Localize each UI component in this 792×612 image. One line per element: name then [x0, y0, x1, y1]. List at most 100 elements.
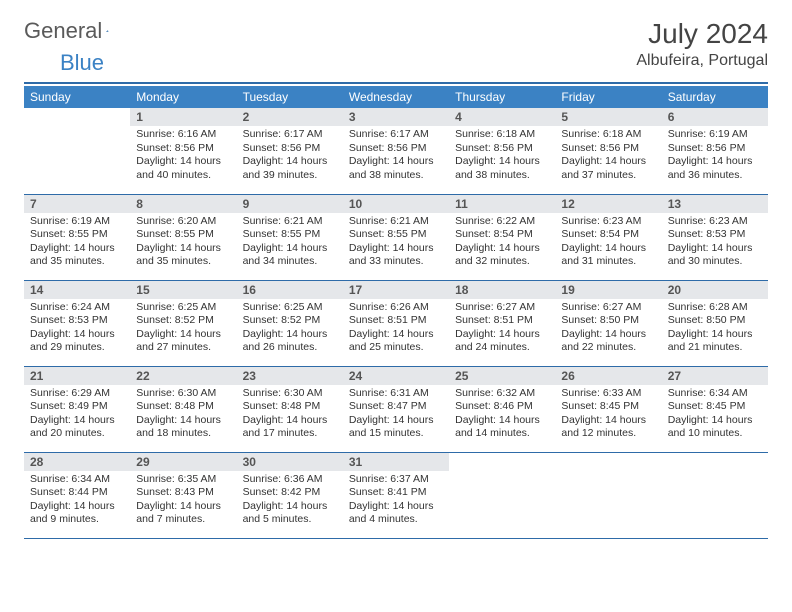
- calendar-day-cell: 24Sunrise: 6:31 AMSunset: 8:47 PMDayligh…: [343, 366, 449, 452]
- header-rule: [24, 82, 768, 84]
- calendar-day-cell: [449, 452, 555, 538]
- calendar-day-cell: 11Sunrise: 6:22 AMSunset: 8:54 PMDayligh…: [449, 194, 555, 280]
- calendar-day-cell: 17Sunrise: 6:26 AMSunset: 8:51 PMDayligh…: [343, 280, 449, 366]
- calendar-day-cell: 29Sunrise: 6:35 AMSunset: 8:43 PMDayligh…: [130, 452, 236, 538]
- day-number: [449, 453, 555, 471]
- day-number: 27: [662, 367, 768, 385]
- day-number: 1: [130, 108, 236, 126]
- weekday-header: Friday: [555, 86, 661, 108]
- day-number: 15: [130, 281, 236, 299]
- calendar-day-cell: 9Sunrise: 6:21 AMSunset: 8:55 PMDaylight…: [237, 194, 343, 280]
- day-number: 19: [555, 281, 661, 299]
- day-details: Sunrise: 6:22 AMSunset: 8:54 PMDaylight:…: [449, 213, 555, 274]
- weekday-header: Thursday: [449, 86, 555, 108]
- day-details: Sunrise: 6:24 AMSunset: 8:53 PMDaylight:…: [24, 299, 130, 360]
- calendar-week-row: 14Sunrise: 6:24 AMSunset: 8:53 PMDayligh…: [24, 280, 768, 366]
- calendar-week-row: 1Sunrise: 6:16 AMSunset: 8:56 PMDaylight…: [24, 108, 768, 194]
- location-subtitle: Albufeira, Portugal: [636, 52, 768, 70]
- day-details: Sunrise: 6:18 AMSunset: 8:56 PMDaylight:…: [555, 126, 661, 187]
- day-number: 10: [343, 195, 449, 213]
- calendar-body: 1Sunrise: 6:16 AMSunset: 8:56 PMDaylight…: [24, 108, 768, 538]
- day-details: Sunrise: 6:18 AMSunset: 8:56 PMDaylight:…: [449, 126, 555, 187]
- day-details: Sunrise: 6:17 AMSunset: 8:56 PMDaylight:…: [343, 126, 449, 187]
- day-details: Sunrise: 6:27 AMSunset: 8:51 PMDaylight:…: [449, 299, 555, 360]
- calendar-day-cell: [555, 452, 661, 538]
- day-number: 28: [24, 453, 130, 471]
- calendar-day-cell: 19Sunrise: 6:27 AMSunset: 8:50 PMDayligh…: [555, 280, 661, 366]
- calendar-day-cell: 30Sunrise: 6:36 AMSunset: 8:42 PMDayligh…: [237, 452, 343, 538]
- day-details: Sunrise: 6:31 AMSunset: 8:47 PMDaylight:…: [343, 385, 449, 446]
- calendar-day-cell: 4Sunrise: 6:18 AMSunset: 8:56 PMDaylight…: [449, 108, 555, 194]
- calendar-day-cell: 18Sunrise: 6:27 AMSunset: 8:51 PMDayligh…: [449, 280, 555, 366]
- weekday-header-row: Sunday Monday Tuesday Wednesday Thursday…: [24, 86, 768, 108]
- day-number: 31: [343, 453, 449, 471]
- day-details: Sunrise: 6:25 AMSunset: 8:52 PMDaylight:…: [130, 299, 236, 360]
- day-number: 17: [343, 281, 449, 299]
- day-details: Sunrise: 6:30 AMSunset: 8:48 PMDaylight:…: [237, 385, 343, 446]
- weekday-header: Sunday: [24, 86, 130, 108]
- day-number: 6: [662, 108, 768, 126]
- calendar-day-cell: 13Sunrise: 6:23 AMSunset: 8:53 PMDayligh…: [662, 194, 768, 280]
- calendar-day-cell: 5Sunrise: 6:18 AMSunset: 8:56 PMDaylight…: [555, 108, 661, 194]
- logo-text-1: General: [24, 18, 102, 44]
- day-number: 13: [662, 195, 768, 213]
- day-details: Sunrise: 6:30 AMSunset: 8:48 PMDaylight:…: [130, 385, 236, 446]
- calendar-day-cell: 23Sunrise: 6:30 AMSunset: 8:48 PMDayligh…: [237, 366, 343, 452]
- day-number: 2: [237, 108, 343, 126]
- day-number: 4: [449, 108, 555, 126]
- calendar-day-cell: 25Sunrise: 6:32 AMSunset: 8:46 PMDayligh…: [449, 366, 555, 452]
- calendar-day-cell: 15Sunrise: 6:25 AMSunset: 8:52 PMDayligh…: [130, 280, 236, 366]
- day-details: Sunrise: 6:23 AMSunset: 8:54 PMDaylight:…: [555, 213, 661, 274]
- day-details: Sunrise: 6:19 AMSunset: 8:55 PMDaylight:…: [24, 213, 130, 274]
- calendar-day-cell: 22Sunrise: 6:30 AMSunset: 8:48 PMDayligh…: [130, 366, 236, 452]
- day-details: Sunrise: 6:25 AMSunset: 8:52 PMDaylight:…: [237, 299, 343, 360]
- day-details: Sunrise: 6:27 AMSunset: 8:50 PMDaylight:…: [555, 299, 661, 360]
- calendar-day-cell: 26Sunrise: 6:33 AMSunset: 8:45 PMDayligh…: [555, 366, 661, 452]
- day-number: 3: [343, 108, 449, 126]
- day-number: 14: [24, 281, 130, 299]
- day-number: 25: [449, 367, 555, 385]
- day-details: Sunrise: 6:17 AMSunset: 8:56 PMDaylight:…: [237, 126, 343, 187]
- calendar-day-cell: 8Sunrise: 6:20 AMSunset: 8:55 PMDaylight…: [130, 194, 236, 280]
- calendar-week-row: 7Sunrise: 6:19 AMSunset: 8:55 PMDaylight…: [24, 194, 768, 280]
- day-number: 21: [24, 367, 130, 385]
- calendar-day-cell: 14Sunrise: 6:24 AMSunset: 8:53 PMDayligh…: [24, 280, 130, 366]
- day-details: Sunrise: 6:34 AMSunset: 8:44 PMDaylight:…: [24, 471, 130, 532]
- day-number: [555, 453, 661, 471]
- calendar-week-row: 28Sunrise: 6:34 AMSunset: 8:44 PMDayligh…: [24, 452, 768, 538]
- day-number: 18: [449, 281, 555, 299]
- day-number: 11: [449, 195, 555, 213]
- calendar-table: Sunday Monday Tuesday Wednesday Thursday…: [24, 86, 768, 539]
- calendar-day-cell: [24, 108, 130, 194]
- day-number: 9: [237, 195, 343, 213]
- calendar-day-cell: 20Sunrise: 6:28 AMSunset: 8:50 PMDayligh…: [662, 280, 768, 366]
- day-number: 12: [555, 195, 661, 213]
- day-details: Sunrise: 6:19 AMSunset: 8:56 PMDaylight:…: [662, 126, 768, 187]
- day-details: Sunrise: 6:35 AMSunset: 8:43 PMDaylight:…: [130, 471, 236, 532]
- day-details: Sunrise: 6:29 AMSunset: 8:49 PMDaylight:…: [24, 385, 130, 446]
- day-number: 20: [662, 281, 768, 299]
- day-number: 5: [555, 108, 661, 126]
- day-number: [24, 108, 130, 126]
- day-number: 26: [555, 367, 661, 385]
- month-title: July 2024: [636, 18, 768, 50]
- logo-text-2: Blue: [60, 50, 104, 75]
- calendar-day-cell: 16Sunrise: 6:25 AMSunset: 8:52 PMDayligh…: [237, 280, 343, 366]
- day-details: Sunrise: 6:32 AMSunset: 8:46 PMDaylight:…: [449, 385, 555, 446]
- calendar-page: General July 2024 Albufeira, Portugal Bl…: [0, 0, 792, 557]
- day-details: Sunrise: 6:21 AMSunset: 8:55 PMDaylight:…: [237, 213, 343, 274]
- calendar-day-cell: 3Sunrise: 6:17 AMSunset: 8:56 PMDaylight…: [343, 108, 449, 194]
- day-details: Sunrise: 6:23 AMSunset: 8:53 PMDaylight:…: [662, 213, 768, 274]
- day-details: Sunrise: 6:16 AMSunset: 8:56 PMDaylight:…: [130, 126, 236, 187]
- calendar-day-cell: 10Sunrise: 6:21 AMSunset: 8:55 PMDayligh…: [343, 194, 449, 280]
- day-details: Sunrise: 6:21 AMSunset: 8:55 PMDaylight:…: [343, 213, 449, 274]
- day-number: 23: [237, 367, 343, 385]
- day-details: Sunrise: 6:33 AMSunset: 8:45 PMDaylight:…: [555, 385, 661, 446]
- title-block: July 2024 Albufeira, Portugal: [636, 18, 768, 70]
- day-number: 16: [237, 281, 343, 299]
- day-number: 22: [130, 367, 236, 385]
- day-number: 24: [343, 367, 449, 385]
- day-number: 7: [24, 195, 130, 213]
- calendar-day-cell: 27Sunrise: 6:34 AMSunset: 8:45 PMDayligh…: [662, 366, 768, 452]
- calendar-day-cell: 2Sunrise: 6:17 AMSunset: 8:56 PMDaylight…: [237, 108, 343, 194]
